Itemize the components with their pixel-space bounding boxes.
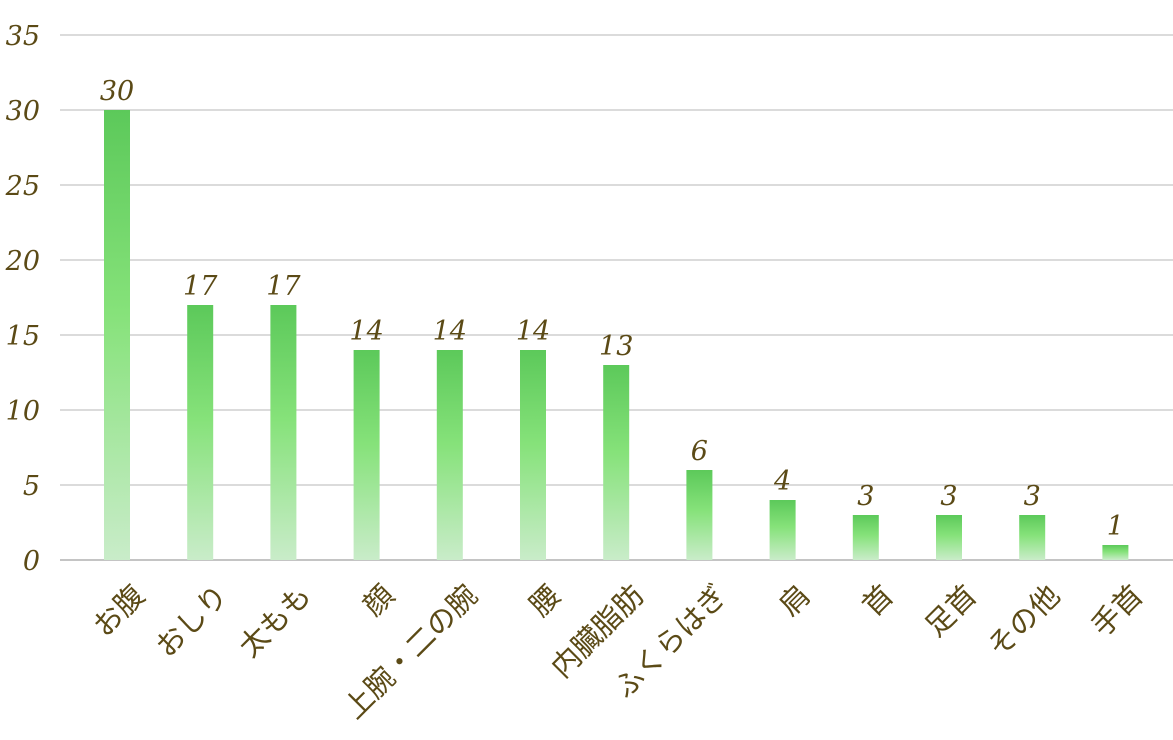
y-tick-label: 0 [23, 546, 40, 577]
y-tick-label: 25 [5, 171, 40, 202]
bars [104, 110, 1129, 560]
bar-0 [104, 110, 130, 560]
bar-9 [852, 515, 879, 560]
x-tick-label: 足首 [918, 578, 983, 643]
y-tick-label: 35 [6, 21, 40, 52]
x-tick-label: その他 [981, 578, 1067, 664]
category-labels: お腹おしり太もも 顔上腕・二の腕 腰内臓脂肪ふくらはぎ肩首足首その他 手首 [86, 578, 1149, 725]
data-label: 6 [691, 436, 708, 467]
bar-10 [936, 515, 962, 560]
bar-2 [270, 305, 297, 560]
data-label: 14 [516, 316, 550, 347]
data-label: 14 [433, 316, 467, 347]
bar-1 [187, 305, 214, 560]
y-tick-label: 30 [6, 96, 40, 127]
bar-5 [520, 350, 546, 560]
data-label: 1 [1107, 511, 1124, 542]
data-label: 17 [183, 271, 218, 302]
bar-11 [1019, 515, 1046, 560]
data-label: 3 [940, 481, 957, 512]
x-tick-label: 肩 [772, 578, 817, 623]
x-tick-label: おしり [149, 578, 235, 664]
data-label: 3 [1024, 481, 1041, 512]
bar-8 [769, 500, 796, 560]
data-label: 13 [599, 331, 633, 362]
bar-12 [1102, 545, 1129, 560]
y-tick-label: 10 [6, 396, 40, 427]
y-tick-label: 15 [6, 321, 40, 352]
bar-6 [603, 365, 630, 560]
x-tick-label: 首 [855, 578, 900, 623]
y-axis-ticks: 0 5 10 15 20 25 30 35 [5, 21, 40, 577]
data-label: 3 [857, 481, 874, 512]
bar-7 [686, 470, 713, 560]
data-label: 4 [773, 466, 791, 497]
x-tick-label: お腹 [86, 578, 151, 643]
x-tick-label: 腰 [523, 578, 568, 623]
data-label: 30 [100, 76, 134, 107]
grid-layer [60, 34, 1173, 561]
x-tick-label: 手首 [1085, 578, 1150, 643]
bar-4 [436, 350, 463, 560]
y-tick-label: 5 [23, 471, 40, 502]
value-labels: 30 17 17 14 14 14 13 6 4 3 3 3 1 [100, 76, 1124, 542]
data-label: 17 [266, 271, 301, 302]
x-tick-label: 顔 [356, 578, 401, 623]
bar-3 [353, 350, 380, 560]
x-tick-label: 太もも [232, 578, 318, 664]
y-tick-label: 20 [5, 246, 40, 277]
data-label: 14 [349, 316, 383, 347]
